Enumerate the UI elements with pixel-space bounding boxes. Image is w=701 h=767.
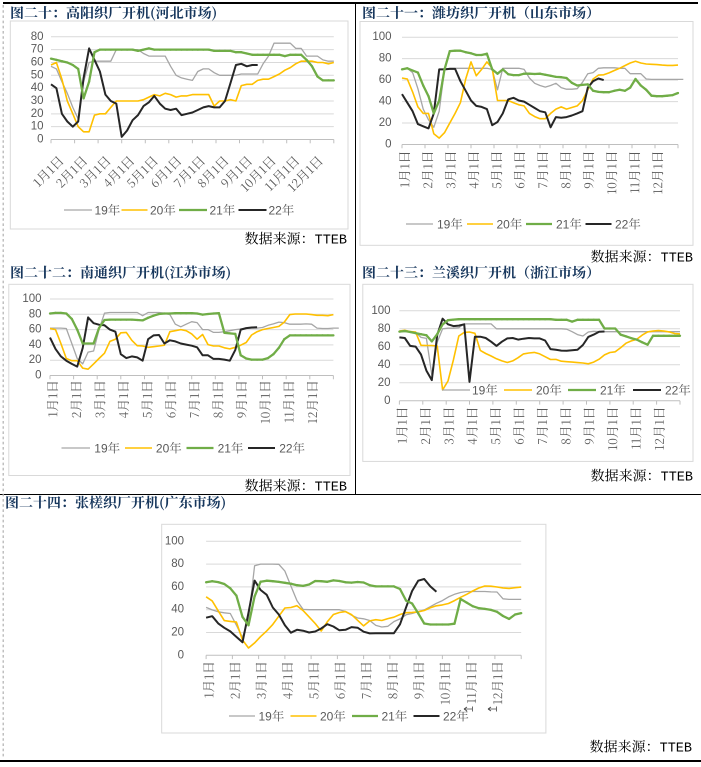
svg-text:19: 19 — [472, 384, 486, 398]
svg-text:80: 80 — [29, 308, 42, 320]
svg-text:0: 0 — [35, 370, 41, 382]
svg-text:20: 20 — [497, 218, 511, 232]
svg-text:20: 20 — [156, 442, 170, 456]
svg-text:20: 20 — [378, 377, 391, 389]
svg-text:20: 20 — [150, 204, 164, 218]
svg-text:0: 0 — [384, 395, 390, 407]
svg-text:20: 20 — [171, 627, 184, 639]
svg-text:21: 21 — [218, 442, 232, 456]
svg-text:22: 22 — [269, 204, 283, 218]
svg-text:0: 0 — [178, 649, 184, 661]
svg-text:40: 40 — [379, 96, 392, 108]
svg-text:TTEB: TTEB — [660, 742, 692, 757]
svg-text:0: 0 — [385, 139, 391, 151]
svg-text:0: 0 — [37, 134, 43, 146]
svg-text:20: 20 — [31, 108, 44, 120]
svg-text:21: 21 — [600, 384, 614, 398]
svg-text:100: 100 — [371, 305, 390, 317]
svg-text:80: 80 — [379, 53, 392, 65]
svg-text:80: 80 — [31, 31, 44, 43]
svg-text:60: 60 — [379, 74, 392, 86]
svg-text:TTEB: TTEB — [661, 471, 693, 486]
svg-text:22: 22 — [615, 218, 629, 232]
svg-text:40: 40 — [29, 339, 42, 351]
svg-text:40: 40 — [31, 82, 44, 94]
svg-text:TTEB: TTEB — [661, 252, 693, 267]
svg-text:19: 19 — [94, 442, 108, 456]
svg-text:100: 100 — [22, 293, 41, 305]
svg-text:30: 30 — [31, 95, 44, 107]
svg-text:100: 100 — [165, 535, 184, 547]
svg-text:40: 40 — [171, 604, 184, 616]
svg-text:19: 19 — [437, 218, 451, 232]
svg-text:19: 19 — [259, 710, 273, 724]
svg-text:80: 80 — [378, 323, 391, 335]
svg-text:60: 60 — [29, 324, 42, 336]
svg-text:70: 70 — [31, 44, 44, 56]
svg-text:22: 22 — [443, 710, 457, 724]
svg-text:TTEB: TTEB — [315, 234, 347, 249]
svg-text:22: 22 — [665, 384, 679, 398]
svg-text:60: 60 — [171, 581, 184, 593]
svg-text:50: 50 — [31, 69, 44, 81]
svg-text:20: 20 — [320, 710, 334, 724]
svg-text:60: 60 — [31, 56, 44, 68]
svg-text:22: 22 — [279, 442, 293, 456]
svg-text:20: 20 — [29, 354, 42, 366]
svg-text:19: 19 — [95, 204, 109, 218]
svg-text:100: 100 — [372, 31, 391, 43]
svg-text:80: 80 — [171, 558, 184, 570]
svg-text:TTEB: TTEB — [315, 481, 347, 496]
svg-text:40: 40 — [378, 359, 391, 371]
svg-text:20: 20 — [379, 117, 392, 129]
svg-text:60: 60 — [378, 341, 391, 353]
svg-text:20: 20 — [536, 384, 550, 398]
svg-text:21: 21 — [382, 710, 396, 724]
svg-text:21: 21 — [210, 204, 224, 218]
svg-text:10: 10 — [31, 121, 44, 133]
svg-text:21: 21 — [556, 218, 570, 232]
